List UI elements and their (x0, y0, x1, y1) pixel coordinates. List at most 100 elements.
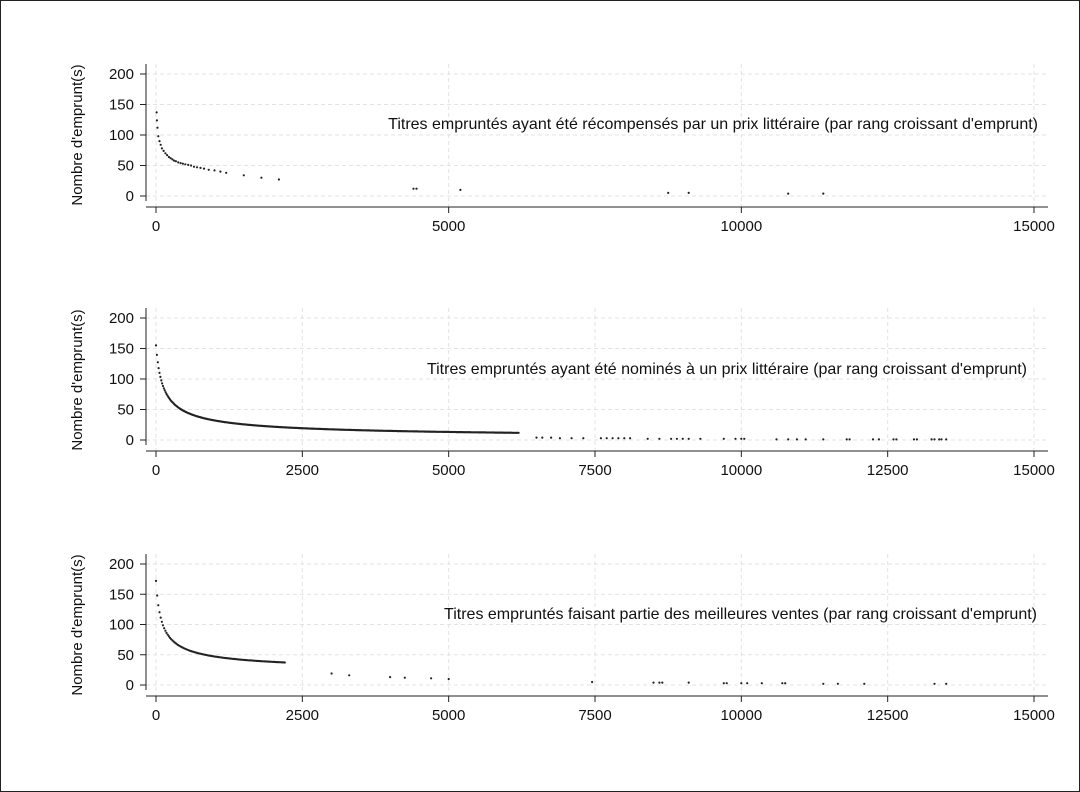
data-point (260, 176, 263, 179)
panel-nominated: 0 50 100 150 200 0 2500 5000 7500 10000 12500 15000… (69, 308, 1055, 479)
data-point (892, 438, 895, 441)
data-point (661, 681, 664, 684)
data-point (623, 437, 626, 440)
data-point (156, 126, 159, 129)
grid-lines (146, 554, 1048, 696)
data-point (760, 682, 763, 685)
data-point (159, 375, 162, 378)
data-point (415, 187, 418, 190)
axes (140, 64, 1048, 213)
data-point (658, 437, 661, 440)
data-point (781, 682, 784, 685)
data-point (933, 682, 936, 685)
y-axis-label: Nombre d'emprunt(s) (69, 309, 86, 450)
data-point (283, 661, 286, 664)
data-point (784, 682, 787, 685)
data-point (517, 431, 520, 434)
data-point (871, 438, 875, 441)
y-tick-label: 200 (109, 556, 134, 573)
data-point (605, 437, 608, 440)
data-point (746, 682, 749, 685)
data-point (938, 438, 941, 441)
x-tick-label: 12500 (867, 462, 909, 479)
data-point (629, 437, 632, 440)
data-point (164, 152, 167, 155)
y-tick-label: 50 (117, 647, 134, 664)
data-point (863, 682, 866, 685)
y-tick-label: 50 (117, 158, 134, 175)
x-tick-label: 0 (152, 218, 160, 235)
data-point (822, 192, 825, 195)
data-point (154, 579, 158, 583)
data-point (157, 604, 160, 607)
y-tick-label: 100 (109, 371, 134, 388)
data-point (558, 437, 562, 440)
x-tick-label: 0 (152, 462, 160, 479)
y-axis-label: Nombre d'emprunt(s) (69, 554, 86, 695)
data-point (743, 437, 746, 440)
panel-bestsellers: 0 50 100 150 200 0 2500 5000 7500 10000 12500 15000… (69, 554, 1055, 724)
panel-annotation: Titres empruntés faisant partie des meil… (444, 606, 1037, 623)
x-tick-label: 5000 (432, 462, 465, 479)
data-point (202, 167, 206, 170)
y-tick-label: 50 (117, 402, 134, 419)
data-point (277, 178, 280, 181)
y-tick-label: 150 (109, 586, 134, 603)
data-point (912, 438, 916, 441)
data-point (681, 437, 684, 440)
y-tick-label: 150 (109, 97, 134, 114)
y-axis-label: Nombre d'emprunt(s) (69, 64, 86, 205)
data-point (403, 676, 406, 679)
data-point (163, 627, 166, 630)
data-point (219, 170, 222, 173)
x-tick-label: 10000 (720, 707, 762, 724)
data-point (915, 438, 919, 441)
data-point (187, 163, 190, 166)
data-point (675, 437, 679, 440)
data-point (687, 191, 690, 194)
data-point (157, 135, 160, 138)
data-point (787, 192, 790, 195)
data-point (158, 611, 161, 614)
y-tick-label: 200 (109, 310, 134, 327)
data-point (162, 149, 165, 152)
x-tick-label: 10000 (720, 218, 762, 235)
data-point (348, 674, 351, 677)
data-point (836, 682, 840, 685)
x-tick-label: 7500 (578, 707, 611, 724)
x-tick-label: 15000 (1013, 462, 1055, 479)
grid-lines (146, 308, 1048, 451)
data-point (611, 437, 614, 440)
data-point (181, 162, 184, 165)
data-point (160, 620, 163, 623)
data-point (740, 437, 743, 440)
data-point (599, 437, 603, 440)
axes (140, 308, 1048, 457)
data-point (667, 191, 670, 194)
data-point (617, 437, 620, 440)
data-point (155, 111, 158, 114)
data-point (570, 437, 573, 440)
data-point (166, 633, 169, 636)
x-tick-label: 15000 (1013, 218, 1055, 235)
data-point (190, 164, 193, 167)
data-point (167, 155, 170, 159)
data-point (795, 438, 799, 441)
data-point (591, 680, 594, 684)
panel-annotation: Titres empruntés ayant été récompensés p… (388, 116, 1038, 133)
panel-awarded: 0 50 100 150 200 0 5000 10000 15000 Nombre d'emp… (69, 64, 1055, 235)
data-point (804, 438, 807, 441)
data-point (652, 681, 655, 684)
data-point (154, 344, 158, 347)
data-point (646, 437, 649, 440)
data-point (459, 188, 462, 191)
grid-lines (146, 64, 1048, 207)
y-tick-label: 0 (126, 188, 134, 205)
data-point (171, 158, 174, 161)
data-point (164, 391, 167, 394)
data-point (582, 437, 585, 440)
data-point (159, 616, 162, 619)
data-point (734, 437, 737, 440)
data-point (550, 436, 553, 439)
